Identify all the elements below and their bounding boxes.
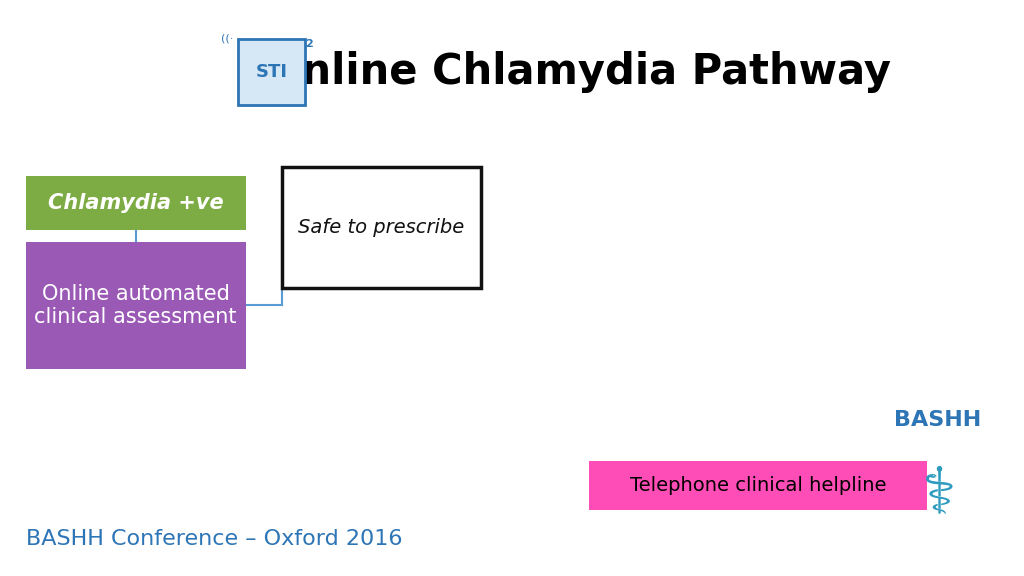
FancyBboxPatch shape xyxy=(26,242,246,369)
Text: BASHH Conference – Oxford 2016: BASHH Conference – Oxford 2016 xyxy=(26,529,402,548)
FancyBboxPatch shape xyxy=(26,176,246,230)
Text: ((·: ((· xyxy=(220,33,233,43)
Text: Telephone clinical helpline: Telephone clinical helpline xyxy=(630,476,886,495)
Text: 2: 2 xyxy=(305,39,312,49)
Text: BASHH: BASHH xyxy=(894,411,982,430)
Text: Safe to prescribe: Safe to prescribe xyxy=(298,218,465,237)
Text: Online Chlamydia Pathway: Online Chlamydia Pathway xyxy=(266,51,891,93)
Text: Chlamydia +ve: Chlamydia +ve xyxy=(48,193,223,213)
Text: ⚕: ⚕ xyxy=(921,464,955,526)
Text: STI: STI xyxy=(255,63,288,81)
FancyBboxPatch shape xyxy=(238,39,305,105)
Text: Online automated
clinical assessment: Online automated clinical assessment xyxy=(35,284,237,327)
FancyBboxPatch shape xyxy=(589,461,927,510)
FancyBboxPatch shape xyxy=(282,167,481,288)
